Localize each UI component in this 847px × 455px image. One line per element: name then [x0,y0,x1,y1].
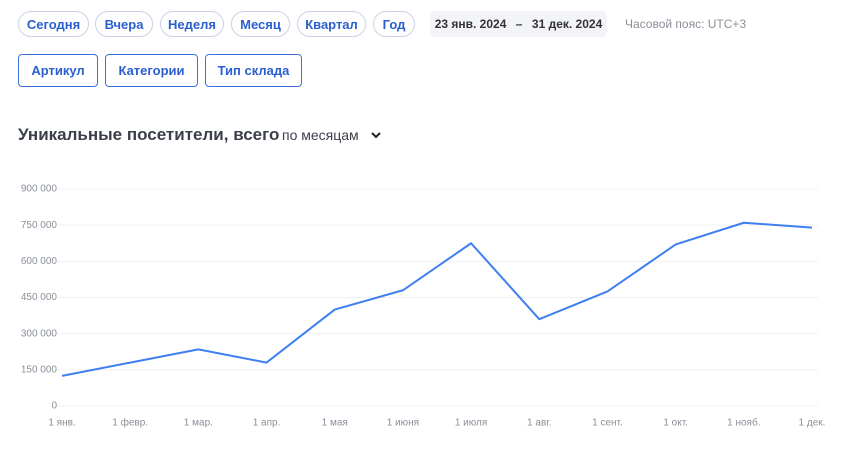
x-tick-label: 1 сент. [592,418,623,429]
y-tick-label: 300 000 [21,328,58,339]
x-tick-label: 1 дек. [799,418,826,429]
date-end: 31 дек. 2024 [531,17,603,31]
y-tick-label: 0 [51,401,57,412]
chevron [370,132,381,139]
x-tick-label: 1 апр. [253,418,281,429]
x-tick-label: 1 янв. [48,418,75,429]
y-tick-label: 900 000 [21,184,58,195]
x-tick-label: 1 июня [387,418,419,429]
period-button[interactable]: Сегодня [18,11,89,37]
line [61,221,813,377]
chart: 0 150 000 300 000 450 000 600 000 750 000 900 … [21,184,826,429]
chart-title: Уникальные посетители, всего [18,125,280,144]
date-range[interactable]: 23 янв. 2024 – 31 дек. 2024 [430,11,607,37]
granularity-dropdown[interactable]: по месяцам [282,127,381,143]
x-tick-label: 1 авг. [527,418,551,429]
filter-button[interactable]: Тип склада [205,54,302,87]
y-tick-label: 450 000 [21,292,58,303]
x-tick-label: 1 нояб. [727,417,760,429]
period-button[interactable]: Вчера [95,11,153,37]
filter-button[interactable]: Артикул [18,54,98,87]
period-button[interactable]: Месяц [231,11,290,37]
period-button[interactable]: Неделя [160,11,224,37]
period-button[interactable]: Год [373,11,415,37]
date-separator: – [515,17,523,31]
x-tick-label: 1 июля [455,418,487,429]
y-tick-label: 600 000 [21,256,58,267]
x-tick-label: 1 окт. [663,418,688,429]
timezone: Часовой пояс: UTC+3 [625,17,747,31]
y-tick-label: 750 000 [21,220,58,231]
y-tick-label: 150 000 [21,364,58,375]
filter-button[interactable]: Категории [105,54,198,87]
period-button[interactable]: Квартал [297,11,366,37]
x-tick-label: 1 мая [322,418,348,429]
date-start: 23 янв. 2024 [434,17,507,31]
x-tick-label: 1 февр. [112,417,148,429]
x-tick-label: 1 мар. [184,418,213,429]
dropdown-label: по месяцам [282,127,359,143]
